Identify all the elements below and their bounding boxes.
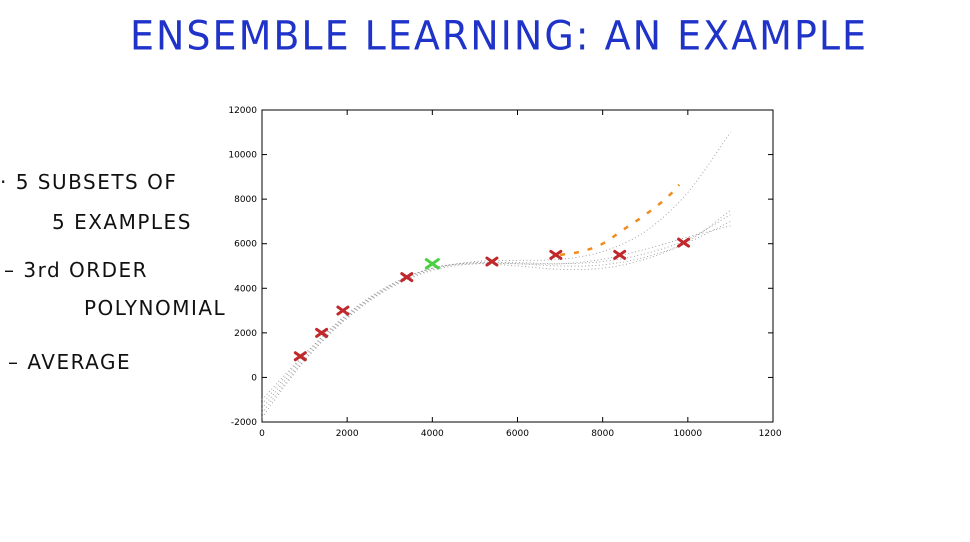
y-tick-label: 8000 bbox=[234, 195, 257, 205]
y-tick-label: 0 bbox=[251, 373, 257, 383]
cross-stroke bbox=[549, 249, 563, 260]
cross-stroke bbox=[677, 237, 691, 248]
ensemble-curve bbox=[261, 214, 731, 409]
note-order: – 3rd ORDER bbox=[4, 258, 149, 282]
ensemble-curve bbox=[261, 132, 731, 414]
note-examples: 5 EXAMPLES bbox=[52, 210, 192, 234]
x-tick-label: 10000 bbox=[674, 429, 703, 439]
data-point bbox=[677, 237, 691, 248]
cross-stroke bbox=[315, 327, 329, 338]
x-tick-label: 4000 bbox=[421, 429, 444, 439]
fit-curve bbox=[559, 183, 681, 257]
y-tick-label: -2000 bbox=[231, 418, 257, 428]
x-tick-label: 0 bbox=[259, 429, 265, 439]
plot-frame bbox=[261, 109, 774, 423]
chart-svg: 020004000600080001000012000-200002000400… bbox=[228, 106, 787, 439]
highlight-point bbox=[424, 258, 440, 270]
y-tick-label: 12000 bbox=[228, 106, 257, 116]
y-tick-label: 2000 bbox=[234, 329, 257, 339]
cross-stroke bbox=[613, 249, 627, 260]
data-point bbox=[293, 351, 307, 362]
y-tick-label: 6000 bbox=[234, 240, 257, 250]
chart-container: 020004000600080001000012000-200002000400… bbox=[222, 100, 787, 445]
data-point bbox=[336, 305, 350, 316]
ensemble-curve bbox=[261, 221, 731, 401]
y-tick-label: 4000 bbox=[234, 284, 257, 294]
ensemble-curve bbox=[261, 209, 731, 405]
note-polynomial: POLYNOMIAL bbox=[84, 296, 227, 320]
data-point bbox=[613, 249, 627, 260]
cross-stroke bbox=[485, 256, 499, 267]
y-tick-label: 10000 bbox=[228, 151, 257, 161]
data-point bbox=[400, 272, 414, 283]
x-tick-label: 2000 bbox=[336, 429, 359, 439]
note-average: – AVERAGE bbox=[8, 350, 132, 374]
cross-stroke bbox=[400, 272, 414, 283]
x-tick-label: 12000 bbox=[759, 429, 782, 439]
data-point bbox=[549, 249, 563, 260]
x-tick-label: 8000 bbox=[591, 429, 614, 439]
cross-stroke bbox=[424, 258, 440, 270]
cross-stroke bbox=[336, 305, 350, 316]
cross-stroke bbox=[293, 351, 307, 362]
data-point bbox=[315, 327, 329, 338]
page-title: ENSEMBLE LEARNING: AN EXAMPLE bbox=[130, 12, 869, 60]
note-subsets: · 5 SUBSETS OF bbox=[0, 170, 178, 194]
x-tick-label: 6000 bbox=[506, 429, 529, 439]
data-point bbox=[485, 256, 499, 267]
